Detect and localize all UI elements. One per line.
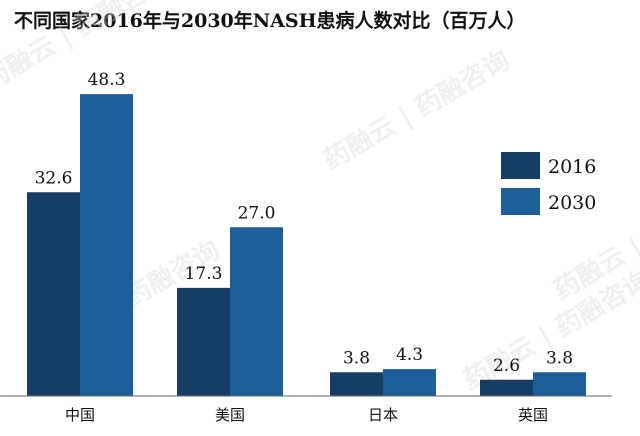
- category-label: 日本: [368, 406, 398, 424]
- legend-label-2030: 2030: [548, 192, 596, 214]
- legend-swatch-2030: [501, 188, 540, 215]
- value-label-2016-3: 2.6: [493, 356, 520, 376]
- bar-2016-0: [27, 192, 80, 396]
- watermark-text: 药融云 | 药融咨询: [318, 44, 515, 176]
- bar-2016-2: [330, 372, 383, 396]
- chart-title: 不同国家2016年与2030年NASH患病人数对比（百万人）: [14, 10, 526, 32]
- category-label: 中国: [65, 406, 95, 424]
- category-labels-group: 中国 美国 日本 英国: [65, 406, 548, 424]
- bar-2030-1: [230, 227, 283, 396]
- category-label: 英国: [518, 406, 548, 424]
- value-label-2030-2: 4.3: [396, 345, 423, 365]
- bar-2016-1: [177, 287, 230, 396]
- legend-label-2016: 2016: [548, 156, 596, 178]
- legend-swatch-2016: [501, 152, 540, 179]
- legend: 2016 2030: [501, 152, 596, 215]
- value-label-2016-1: 17.3: [185, 264, 223, 284]
- value-label-2030-1: 27.0: [238, 203, 276, 223]
- bar-2016-3: [480, 379, 533, 396]
- value-label-2030-0: 48.3: [88, 70, 126, 90]
- value-label-2030-3: 3.8: [546, 348, 573, 368]
- category-label: 美国: [215, 406, 245, 424]
- value-labels-group: 32.6 48.3 17.3 27.0 3.8 4.3 2.6 3.8: [35, 70, 573, 376]
- bar-2030-3: [533, 372, 586, 396]
- value-label-2016-0: 32.6: [35, 168, 73, 188]
- bar-2030-0: [80, 94, 133, 396]
- bar-2030-2: [383, 369, 436, 396]
- value-label-2016-2: 3.8: [343, 348, 370, 368]
- bars-group: [27, 94, 586, 396]
